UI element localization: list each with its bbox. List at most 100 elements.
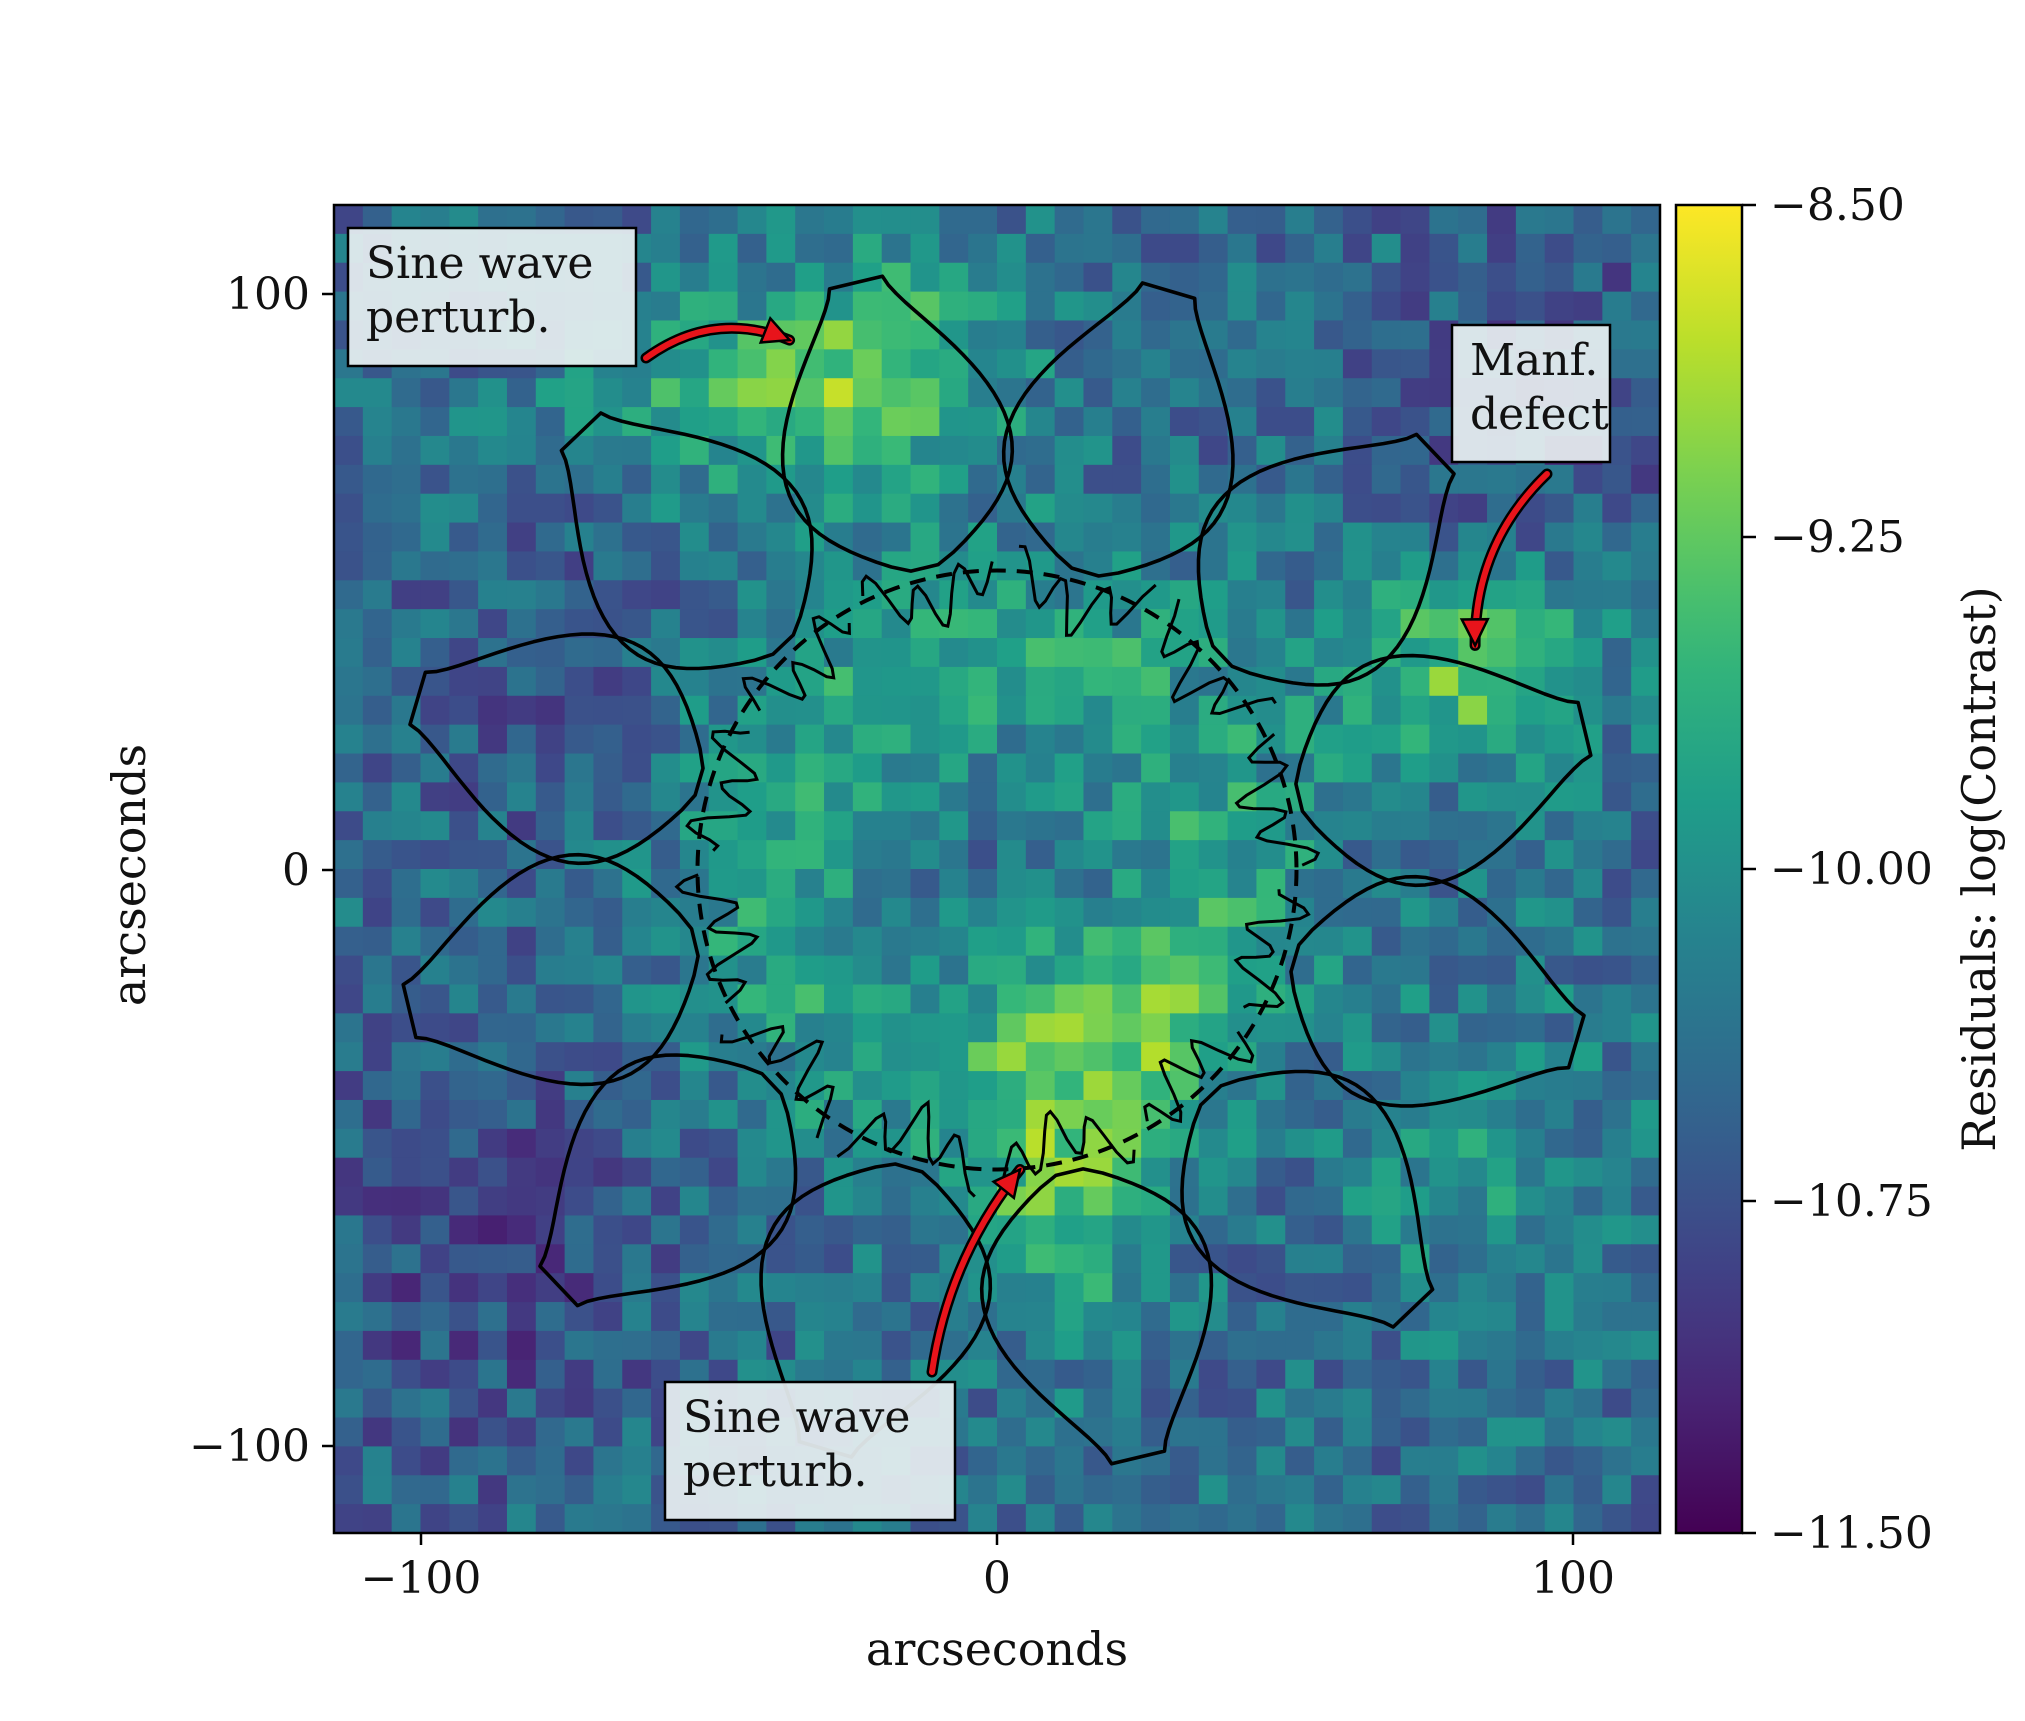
- heatmap-cell: [852, 1330, 883, 1361]
- heatmap-cell: [391, 840, 422, 870]
- colorbar-tick-label: −10.75: [1770, 1176, 1933, 1227]
- heatmap-cell: [622, 1302, 652, 1332]
- heatmap-cell: [852, 897, 883, 928]
- heatmap-cell: [1025, 1302, 1056, 1332]
- heatmap-cell: [1400, 233, 1431, 264]
- heatmap-cell: [1083, 1071, 1114, 1101]
- heatmap-cell: [881, 205, 912, 235]
- heatmap-cell: [968, 638, 998, 668]
- heatmap-cell: [506, 1302, 537, 1332]
- heatmap-cell: [1544, 1388, 1575, 1419]
- heatmap-cell: [708, 493, 739, 524]
- heatmap-cell: [478, 1244, 508, 1274]
- heatmap-cell: [1054, 378, 1085, 408]
- heatmap-cell: [391, 1475, 422, 1505]
- heatmap-cell: [1544, 666, 1575, 697]
- heatmap-cell: [1544, 291, 1575, 322]
- heatmap-cell: [449, 724, 479, 755]
- heatmap-cell: [1083, 955, 1114, 986]
- heatmap-cell: [1487, 1013, 1517, 1043]
- heatmap-cell: [449, 1186, 479, 1217]
- heatmap-cell: [1429, 205, 1459, 235]
- heatmap-cell: [1285, 1330, 1315, 1361]
- heatmap-cell: [506, 1417, 537, 1448]
- heatmap-cell: [679, 349, 710, 379]
- heatmap-cell: [1112, 840, 1142, 870]
- heatmap-cell: [1515, 1388, 1546, 1419]
- heatmap-cell: [795, 926, 825, 957]
- heatmap-cell: [1256, 1417, 1286, 1448]
- heatmap-cell: [1025, 1215, 1056, 1245]
- heatmap-cell: [1487, 1417, 1517, 1448]
- heatmap-cell: [1285, 291, 1315, 322]
- heatmap-cell: [391, 609, 422, 639]
- heatmap-cell: [910, 1071, 941, 1101]
- heatmap-cell: [1025, 1042, 1056, 1072]
- heatmap-cell: [535, 1302, 566, 1332]
- heatmap-cell: [1400, 1071, 1431, 1101]
- heatmap-cell: [737, 262, 768, 293]
- heatmap-cell: [1112, 1504, 1142, 1533]
- heatmap-cell: [334, 1359, 364, 1390]
- heatmap-cell: [1227, 205, 1258, 235]
- heatmap-cell: [1573, 638, 1604, 668]
- heatmap-cell: [564, 782, 595, 812]
- heatmap-cell: [651, 926, 681, 957]
- heatmap-cell: [1544, 753, 1575, 784]
- heatmap-cell: [1227, 378, 1258, 408]
- heatmap-cell: [593, 1128, 623, 1159]
- heatmap-cell: [1083, 1388, 1114, 1419]
- heatmap-cell: [910, 233, 941, 264]
- heatmap-cell: [1342, 1042, 1373, 1072]
- heatmap-cell: [622, 666, 652, 697]
- petal-outline: [538, 1053, 798, 1308]
- heatmap-cell: [1314, 1446, 1344, 1476]
- heatmap-cell: [1602, 580, 1632, 610]
- heatmap-cell: [651, 955, 681, 986]
- heatmap-cell: [1400, 349, 1431, 379]
- heatmap-cell: [1141, 926, 1171, 957]
- heatmap-cell: [1602, 1504, 1632, 1533]
- heatmap-cell: [478, 1013, 508, 1043]
- heatmap-cell: [824, 435, 854, 466]
- heatmap-cell: [881, 291, 912, 322]
- heatmap-cell: [1487, 291, 1517, 322]
- heatmap-cell: [1429, 1215, 1459, 1245]
- heatmap-cell: [362, 1388, 393, 1419]
- heatmap-cell: [1487, 638, 1517, 668]
- heatmap-cell: [1314, 984, 1344, 1015]
- heatmap-cell: [1400, 407, 1431, 437]
- heatmap-cell: [910, 1042, 941, 1072]
- heatmap-cell: [1112, 233, 1142, 264]
- heatmap-cell: [1371, 205, 1402, 235]
- heatmap-cell: [1400, 1330, 1431, 1361]
- heatmap-cell: [708, 869, 739, 899]
- heatmap-cell: [679, 1244, 710, 1274]
- heatmap-cell: [824, 493, 854, 524]
- heatmap-cell: [1487, 1446, 1517, 1476]
- heatmap-cell: [910, 1128, 941, 1159]
- heatmap-cell: [1285, 1475, 1315, 1505]
- heatmap-cell: [881, 1013, 912, 1043]
- heatmap-cell: [1602, 1302, 1632, 1332]
- heatmap-cell: [362, 1330, 393, 1361]
- heatmap-cell: [1631, 1273, 1660, 1303]
- heatmap-cell: [824, 1215, 854, 1245]
- heatmap-cell: [506, 926, 537, 957]
- heatmap-cell: [939, 753, 969, 784]
- heatmap-cell: [1256, 1186, 1286, 1217]
- heatmap-cell: [766, 580, 796, 610]
- heatmap-cell: [362, 464, 393, 495]
- heatmap-cell: [362, 1359, 393, 1390]
- heatmap-cell: [593, 1042, 623, 1072]
- heatmap-cell: [824, 349, 854, 379]
- heatmap-cell: [910, 493, 941, 524]
- heatmap-cell: [1371, 753, 1402, 784]
- heatmap-cell: [1371, 291, 1402, 322]
- heatmap-cell: [362, 493, 393, 524]
- heatmap-cell: [1083, 349, 1114, 379]
- heatmap-cell: [506, 1128, 537, 1159]
- heatmap-cell: [1083, 1042, 1114, 1072]
- heatmap-cell: [1429, 1128, 1459, 1159]
- heatmap-cell: [737, 1157, 768, 1188]
